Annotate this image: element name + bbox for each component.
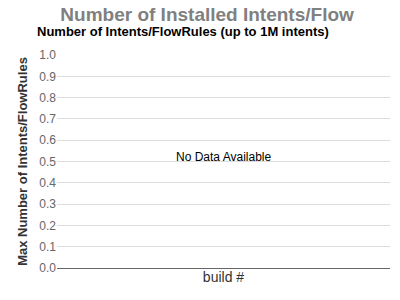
svg-text:0.6: 0.6 [39,133,56,147]
svg-text:0.1: 0.1 [39,240,56,254]
svg-text:0.0: 0.0 [39,261,56,275]
svg-text:0.9: 0.9 [39,70,56,84]
svg-text:1.0: 1.0 [39,48,56,62]
svg-text:Max Number of Intents/FlowRule: Max Number of Intents/FlowRules [15,57,30,266]
svg-text:build #: build # [203,269,244,285]
svg-text:Number of Installed Intents/Fl: Number of Installed Intents/Flow [60,4,354,25]
svg-text:0.4: 0.4 [39,176,56,190]
svg-text:0.8: 0.8 [39,91,56,105]
svg-text:0.5: 0.5 [39,155,56,169]
svg-text:0.7: 0.7 [39,112,56,126]
svg-text:No Data Available: No Data Available [176,150,272,164]
svg-text:Number of Intents/FlowRules (u: Number of Intents/FlowRules (up to 1M in… [37,24,329,39]
svg-text:0.2: 0.2 [39,219,56,233]
svg-text:0.3: 0.3 [39,197,56,211]
